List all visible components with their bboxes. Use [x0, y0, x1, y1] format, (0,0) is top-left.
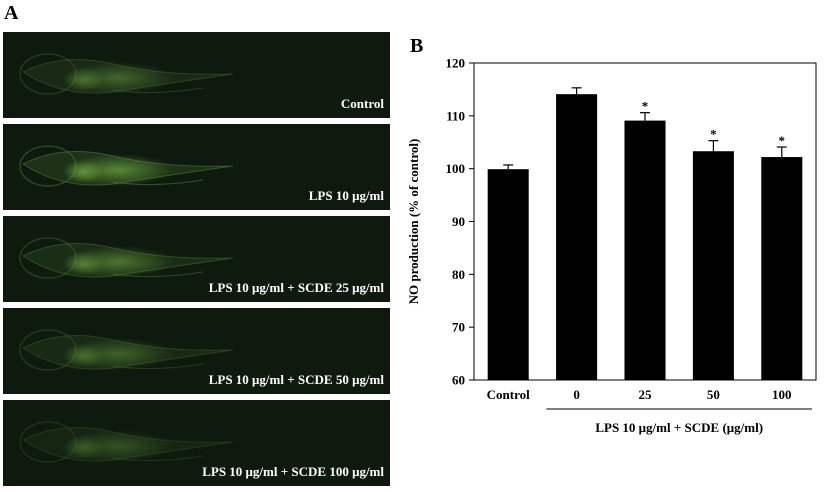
- x-tick-label: 0: [573, 387, 580, 402]
- significance-marker: *: [642, 99, 649, 114]
- fish-image-caption: LPS 10 μg/ml + SCDE 50 μg/ml: [208, 372, 384, 387]
- fish-image-panel: LPS 10 μg/ml: [3, 124, 390, 210]
- fish-image-caption: LPS 10 μg/ml + SCDE 25 μg/ml: [208, 280, 384, 295]
- fish-image-caption: Control: [340, 96, 384, 111]
- y-tick-label: 80: [452, 267, 465, 282]
- bar: [624, 120, 666, 381]
- fish-image-panel: LPS 10 μg/ml + SCDE 50 μg/ml: [3, 308, 390, 394]
- zebrafish-larva-image: [19, 145, 234, 187]
- fish-image-panel: LPS 10 μg/ml + SCDE 25 μg/ml: [3, 216, 390, 302]
- bar: [761, 157, 803, 380]
- y-tick-label: 120: [446, 56, 466, 71]
- group-label: LPS 10 μg/ml + SCDE (μg/ml): [595, 420, 763, 435]
- zebrafish-larva-image: [19, 421, 234, 463]
- fish-image-panel: LPS 10 μg/ml + SCDE 100 μg/ml: [3, 400, 390, 486]
- fish-image-caption: LPS 10 μg/ml: [308, 188, 384, 203]
- x-tick-label: 50: [707, 387, 720, 402]
- zebrafish-larva-image: [19, 53, 234, 95]
- y-tick-label: 90: [452, 214, 465, 229]
- x-tick-label: 25: [639, 387, 653, 402]
- significance-marker: *: [779, 133, 786, 148]
- bar: [556, 94, 598, 381]
- x-tick-label: 100: [772, 387, 792, 402]
- panel-a-label: A: [4, 2, 19, 24]
- y-axis-title: NO production (% of control): [406, 139, 421, 305]
- zebrafish-larva-image: [19, 237, 234, 279]
- y-tick-label: 110: [446, 108, 465, 123]
- y-tick-label: 60: [452, 373, 465, 388]
- panel-b-label: B: [410, 35, 424, 57]
- bar: [692, 151, 734, 380]
- y-tick-label: 70: [452, 320, 465, 335]
- bar: [487, 169, 529, 380]
- significance-marker: *: [710, 127, 717, 142]
- fish-image-caption: LPS 10 μg/ml + SCDE 100 μg/ml: [202, 464, 384, 479]
- y-tick-label: 100: [446, 161, 466, 176]
- x-tick-label: Control: [487, 387, 530, 402]
- fish-image-panel: Control: [3, 32, 390, 118]
- zebrafish-larva-image: [19, 329, 234, 371]
